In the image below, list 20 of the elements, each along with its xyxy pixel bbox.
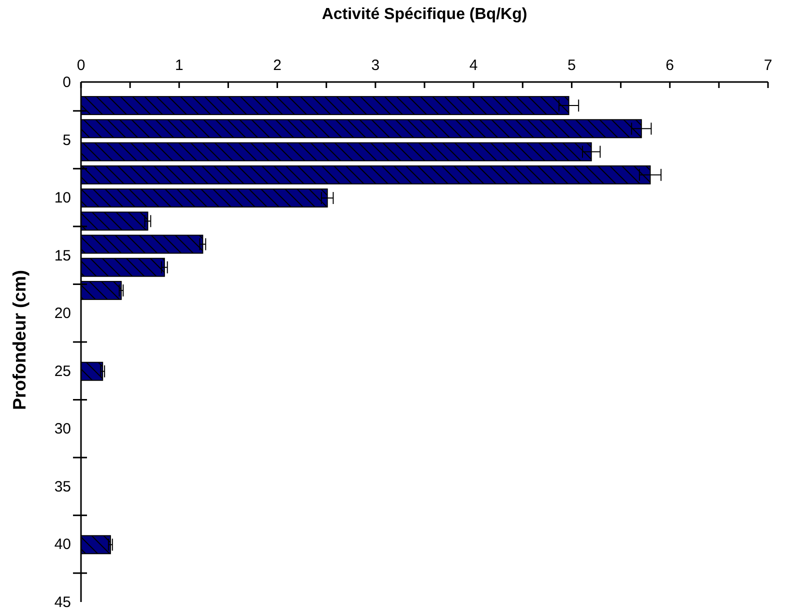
x-tick-label: 3 — [371, 57, 380, 74]
x-tick-label: 7 — [764, 57, 772, 74]
x-axis-title: Activité Spécifique (Bq/Kg) — [320, 6, 528, 24]
x-tick-label: 5 — [568, 57, 576, 74]
y-tick-label: 25 — [54, 362, 71, 380]
y-tick-label: 5 — [62, 132, 71, 149]
y-axis-title: Profondeur (cm) — [10, 270, 30, 410]
x-tick-label: 0 — [76, 57, 86, 74]
y-tick-label: 30 — [54, 420, 71, 438]
y-tick-label: 45 — [54, 594, 71, 611]
y-tick-label: 15 — [54, 247, 71, 264]
y-tick-label: 20 — [54, 305, 71, 322]
y-tick-label: 35 — [54, 478, 71, 496]
x-tick-label: 1 — [174, 57, 184, 74]
y-tick-label: 0 — [62, 74, 71, 91]
y-tick-label: 40 — [54, 536, 71, 554]
x-tick-label: 2 — [273, 57, 282, 74]
x-tick-label: 4 — [469, 57, 478, 74]
y-tick-label: 10 — [54, 190, 71, 207]
x-tick-label: 6 — [666, 57, 674, 74]
